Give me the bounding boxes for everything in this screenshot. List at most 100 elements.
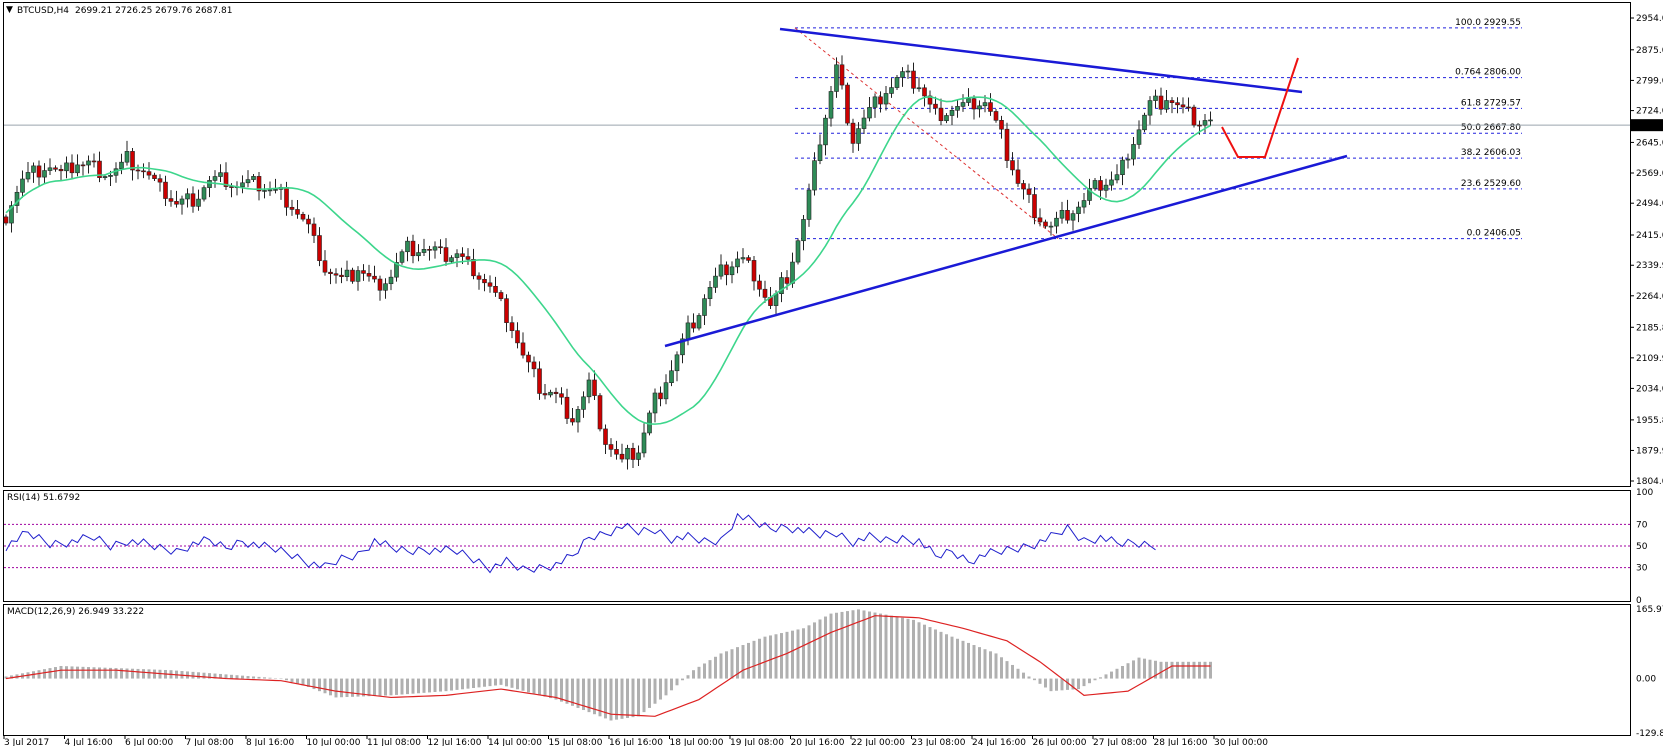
macd-histogram-bar (582, 678, 585, 711)
price-axis-label: 2264.00 (1636, 292, 1663, 302)
macd-histogram-bar (945, 634, 948, 679)
macd-histogram-bar (406, 678, 409, 695)
bear-candle (1158, 95, 1164, 110)
bull-candle (14, 191, 20, 206)
bull-candle (454, 253, 460, 258)
macd-histogram-bar (758, 638, 761, 679)
macd-histogram-bar (879, 613, 882, 679)
bear-candle (361, 270, 366, 274)
macd-histogram-bar (1093, 678, 1097, 681)
bear-candle (130, 151, 135, 171)
macd-histogram-bar (400, 678, 404, 695)
macd-histogram-bar (351, 678, 354, 697)
macd-histogram-bar (241, 675, 244, 679)
macd-histogram-bar (527, 678, 530, 693)
bull-candle (267, 189, 273, 192)
macd-histogram-bar (477, 678, 481, 688)
bull-candle (75, 164, 80, 174)
bull-candle (801, 219, 806, 242)
chart-symbol-label: BTCUSD,H4 (17, 6, 69, 16)
bull-candle (355, 270, 361, 282)
macd-histogram-bar (10, 675, 13, 679)
bear-candle (553, 391, 559, 395)
bull-candle (432, 246, 438, 251)
bull-candle (207, 180, 212, 188)
macd-histogram-bar (939, 631, 943, 679)
bull-candle (42, 170, 47, 178)
macd-histogram-bar (659, 678, 662, 700)
macd-histogram-bar (433, 678, 437, 692)
macd-histogram-bar (714, 656, 717, 679)
bear-candle (471, 259, 476, 277)
macd-histogram-bar (312, 678, 316, 690)
bull-candle (548, 391, 553, 396)
bear-candle (993, 111, 999, 121)
collapse-arrow-icon[interactable]: ▼ (6, 5, 13, 15)
bull-candle (806, 189, 812, 220)
bear-candle (1065, 209, 1070, 221)
bull-candle (713, 275, 718, 288)
bull-candle (1048, 225, 1054, 228)
macd-histogram-bar (395, 678, 398, 695)
bull-candle (1114, 174, 1120, 181)
macd-histogram-bar (4, 676, 8, 679)
macd-histogram-bar (1143, 658, 1146, 679)
bear-candle (223, 172, 229, 187)
bear-candle (498, 292, 504, 299)
bull-candle (1109, 179, 1114, 186)
macd-histogram-bar (593, 678, 596, 715)
macd-histogram-bar (1071, 678, 1075, 690)
macd-histogram-bar (978, 647, 981, 679)
bear-candle (911, 70, 916, 89)
bear-candle (658, 392, 663, 400)
bear-candle (845, 84, 850, 124)
macd-histogram-bar (235, 675, 239, 679)
macd-histogram-bar (697, 666, 701, 679)
time-axis-label: 18 Jul 00:00 (670, 738, 724, 746)
macd-histogram-bar (1154, 660, 1157, 679)
time-axis-label: 20 Jul 16:00 (791, 738, 845, 746)
macd-histogram-bar (763, 636, 767, 679)
bull-candle (740, 257, 746, 260)
bear-candle (366, 273, 372, 277)
macd-histogram-bar (1000, 657, 1003, 679)
macd-histogram-bar (1137, 657, 1141, 679)
bear-candle (1004, 128, 1010, 161)
bear-candle (3, 216, 9, 224)
bull-candle (1142, 114, 1147, 131)
macd-histogram-bar (532, 678, 536, 694)
macd-histogram-bar (472, 678, 475, 689)
macd-histogram-bar (455, 678, 459, 690)
bull-candle (344, 269, 350, 277)
bear-candle (1186, 106, 1191, 109)
macd-histogram-bar (334, 678, 338, 698)
time-axis-label: 26 Jul 00:00 (1033, 738, 1087, 746)
macd-histogram-bar (576, 678, 580, 708)
bear-candle (157, 178, 163, 183)
bull-candle (196, 198, 201, 207)
bear-candle (1191, 106, 1197, 126)
time-axis-label: 30 Jul 00:00 (1214, 738, 1268, 746)
bear-candle (163, 181, 168, 199)
bull-candle (1120, 159, 1125, 175)
time-axis-label: 8 Jul 16:00 (246, 738, 295, 746)
macd-axis-label: 165.97 (1636, 605, 1663, 615)
macd-histogram-bar (703, 663, 706, 679)
macd-histogram-bar (1038, 678, 1042, 684)
bear-candle (80, 164, 86, 167)
macd-axis-label: 0.00 (1636, 675, 1656, 685)
bull-candle (102, 176, 108, 178)
resistance-trendline (779, 27, 1303, 94)
macd-histogram-bar (747, 642, 750, 679)
bear-candle (295, 209, 300, 215)
macd-histogram-bar (1187, 661, 1190, 679)
macd-histogram-bar (428, 678, 431, 693)
time-axis-label: 16 Jul 16:00 (609, 738, 663, 746)
macd-histogram-bar (208, 673, 211, 679)
macd-histogram-bar (857, 609, 860, 679)
bull-candle (834, 64, 839, 92)
macd-histogram-bar (890, 615, 893, 679)
bull-candle (9, 205, 14, 224)
macd-histogram-bar (120, 668, 123, 679)
bull-candle (674, 354, 680, 372)
